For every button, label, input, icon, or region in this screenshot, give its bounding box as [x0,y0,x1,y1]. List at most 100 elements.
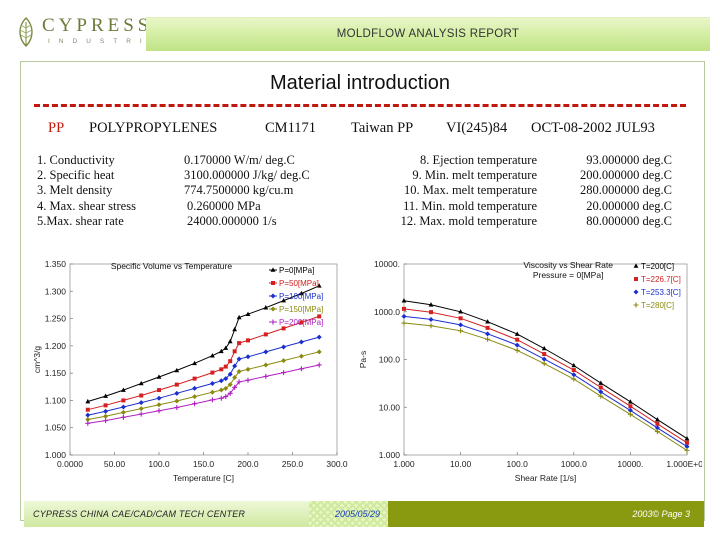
data-point [236,356,242,362]
data-point [316,362,322,368]
data-point [103,403,108,408]
prop-label: 5.Max. shear rate [37,213,124,228]
data-point [428,302,434,307]
material-supplier: Taiwan PP [351,120,414,136]
data-point [103,393,108,398]
legend-marker [633,302,639,308]
report-title: MOLDFLOW ANALYSIS REPORT [336,28,520,40]
data-point [227,338,233,344]
legend-marker [270,267,276,272]
x-axis-label: Temperature [C] [173,473,234,483]
x-tick-label: 100.0 [507,459,529,469]
data-point [245,354,251,360]
x-tick-label: 150.0 [193,459,215,469]
prop-value: 774.7500000 kg/cu.m [184,183,294,198]
prop-value: 80.000000 deg.C [586,213,672,228]
data-point [541,356,547,362]
data-point [281,358,287,364]
data-point [263,362,269,368]
data-point [174,382,179,387]
data-point [232,375,238,381]
data-point [541,345,547,351]
data-point [120,404,126,410]
data-point [218,378,224,384]
x-tick-label: 1.000E+05 [666,459,702,469]
data-point [138,400,144,406]
data-point [402,306,406,311]
viscosity-chart-panel: 10000. 1000.0 100.0 10.00 1.000 1.000 10.00 100… [352,250,702,485]
data-point [542,352,547,357]
data-point [627,411,633,417]
prop-value: 3100.000000 J/kg/ deg.C [184,168,310,183]
legend-marker [270,293,276,299]
data-point [598,385,603,390]
data-point [485,331,491,337]
prop-value: 24000.000000 1/s [187,213,277,228]
data-point [174,405,180,411]
data-point [174,367,180,373]
data-point [281,370,287,376]
legend-label: P=150[MPa] [279,305,323,314]
data-point [156,408,162,414]
legend-marker [633,263,639,268]
legend-label: T=253.3[C] [641,288,681,297]
data-point [263,349,269,355]
data-point [85,407,90,412]
data-point [227,371,233,377]
series-line [87,351,320,420]
data-point [429,310,434,315]
prop-label: 8. Ejection temperature [420,153,537,167]
y-tick-label: 1000.0 [374,307,400,317]
data-point [541,361,547,367]
data-point [458,322,464,328]
legend-label: P=200[MPa] [279,318,323,327]
data-point [571,376,577,382]
data-point [232,363,238,369]
pvt-chart-panel: 1.000 1.050 1.100 1.150 1.200 1.250 1.300 1.350… [30,250,360,485]
prop-value: 0.170000 W/m/ deg.C [184,153,295,167]
data-point [223,364,228,369]
x-tick-label: 300.0 [326,459,348,469]
data-point [514,331,520,336]
data-point [298,353,304,359]
data-point [654,425,660,431]
data-point [218,348,224,354]
data-point [317,314,322,319]
legend-label: P=0[MPa] [279,266,314,275]
y-tick-label: 100.0 [379,355,401,365]
data-point [281,297,286,303]
y-tick-label: 1.150 [45,368,67,378]
data-point [458,328,464,334]
legend-marker [271,281,275,285]
chart-title: Viscosity vs Shear Rate [523,260,613,270]
cypress-leaf-icon [19,17,33,47]
data-point [299,320,304,325]
data-point [627,407,633,413]
y-tick-label: 1.250 [45,314,67,324]
data-point [628,404,633,409]
data-point [232,349,237,354]
y-tick-label: 1.100 [45,395,67,405]
prop-label: 1. Conductivity [37,153,115,167]
data-point [485,325,490,330]
data-point [245,311,251,317]
data-point [236,314,242,320]
data-point [210,370,215,375]
data-point [120,409,126,415]
data-point [236,369,242,375]
y-axis-label: Pa-s [358,351,368,368]
y-axis-label: cm^3/g [32,346,42,373]
data-point [121,398,126,403]
data-point [628,399,633,404]
data-point [192,360,197,366]
data-point [598,380,604,385]
series-line [87,336,320,416]
data-point [401,298,407,303]
data-point [298,339,304,345]
material-family: PP [48,120,65,136]
x-tick-label: 1000.0 [561,459,587,469]
data-point [655,421,660,426]
data-point [514,347,520,353]
data-point [103,418,109,424]
data-point [218,387,224,393]
